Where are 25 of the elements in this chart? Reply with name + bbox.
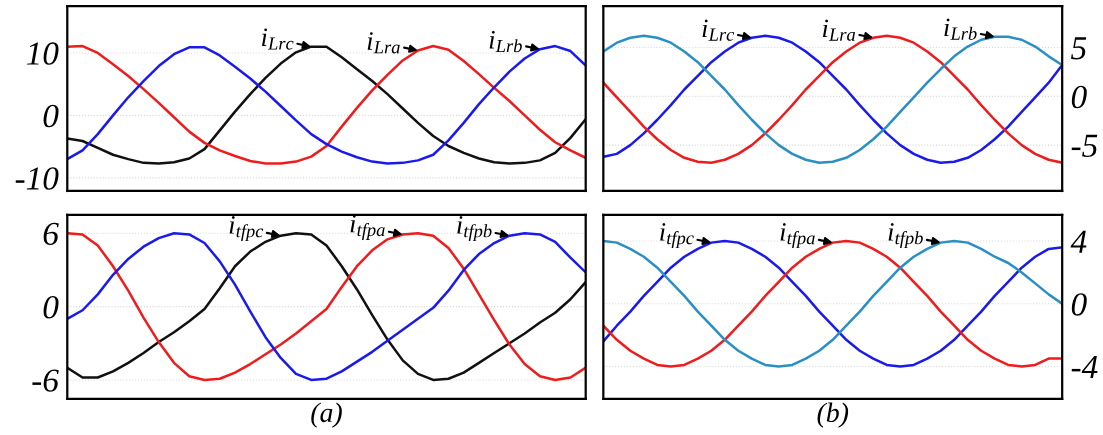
y-tick-label: 6 bbox=[43, 222, 59, 246]
series-label: i$_{Lra}$ bbox=[822, 19, 856, 41]
y-tick-label: -4 bbox=[1071, 356, 1098, 379]
series-label: i$_{tfpc}$ bbox=[660, 223, 694, 249]
series-label: i$_{tfpc}$ bbox=[229, 216, 264, 242]
y-tick-label: -5 bbox=[1071, 134, 1098, 158]
y-tick-label: 0 bbox=[1071, 85, 1087, 109]
series-label: i$_{Lrc}$ bbox=[702, 19, 735, 41]
y-tick-label: 0 bbox=[1071, 293, 1087, 316]
text: (a) bbox=[311, 402, 342, 428]
y-tick-label: -6 bbox=[32, 369, 59, 392]
series-label: i$_{tfpb}$ bbox=[457, 216, 492, 242]
series-label: i$_{Lrb}$ bbox=[489, 30, 522, 53]
series-label: i$_{Lra}$ bbox=[367, 32, 400, 54]
y-tick-label: 4 bbox=[1070, 230, 1087, 253]
series-label: i$_{Lrb}$ bbox=[944, 18, 977, 40]
series-label: i$_{tfpa}$ bbox=[780, 223, 815, 249]
y-tick-label: 10 bbox=[26, 42, 59, 65]
series-label: i$_{Lrc}$ bbox=[262, 28, 294, 50]
series-label: i$_{tfpb}$ bbox=[888, 223, 923, 249]
y-tick-label: 5 bbox=[1071, 37, 1087, 60]
text: (b) bbox=[817, 402, 849, 428]
y-tick-label: 0 bbox=[43, 295, 59, 319]
y-tick-label: -10 bbox=[15, 167, 59, 190]
y-tick-label: 0 bbox=[43, 104, 59, 128]
